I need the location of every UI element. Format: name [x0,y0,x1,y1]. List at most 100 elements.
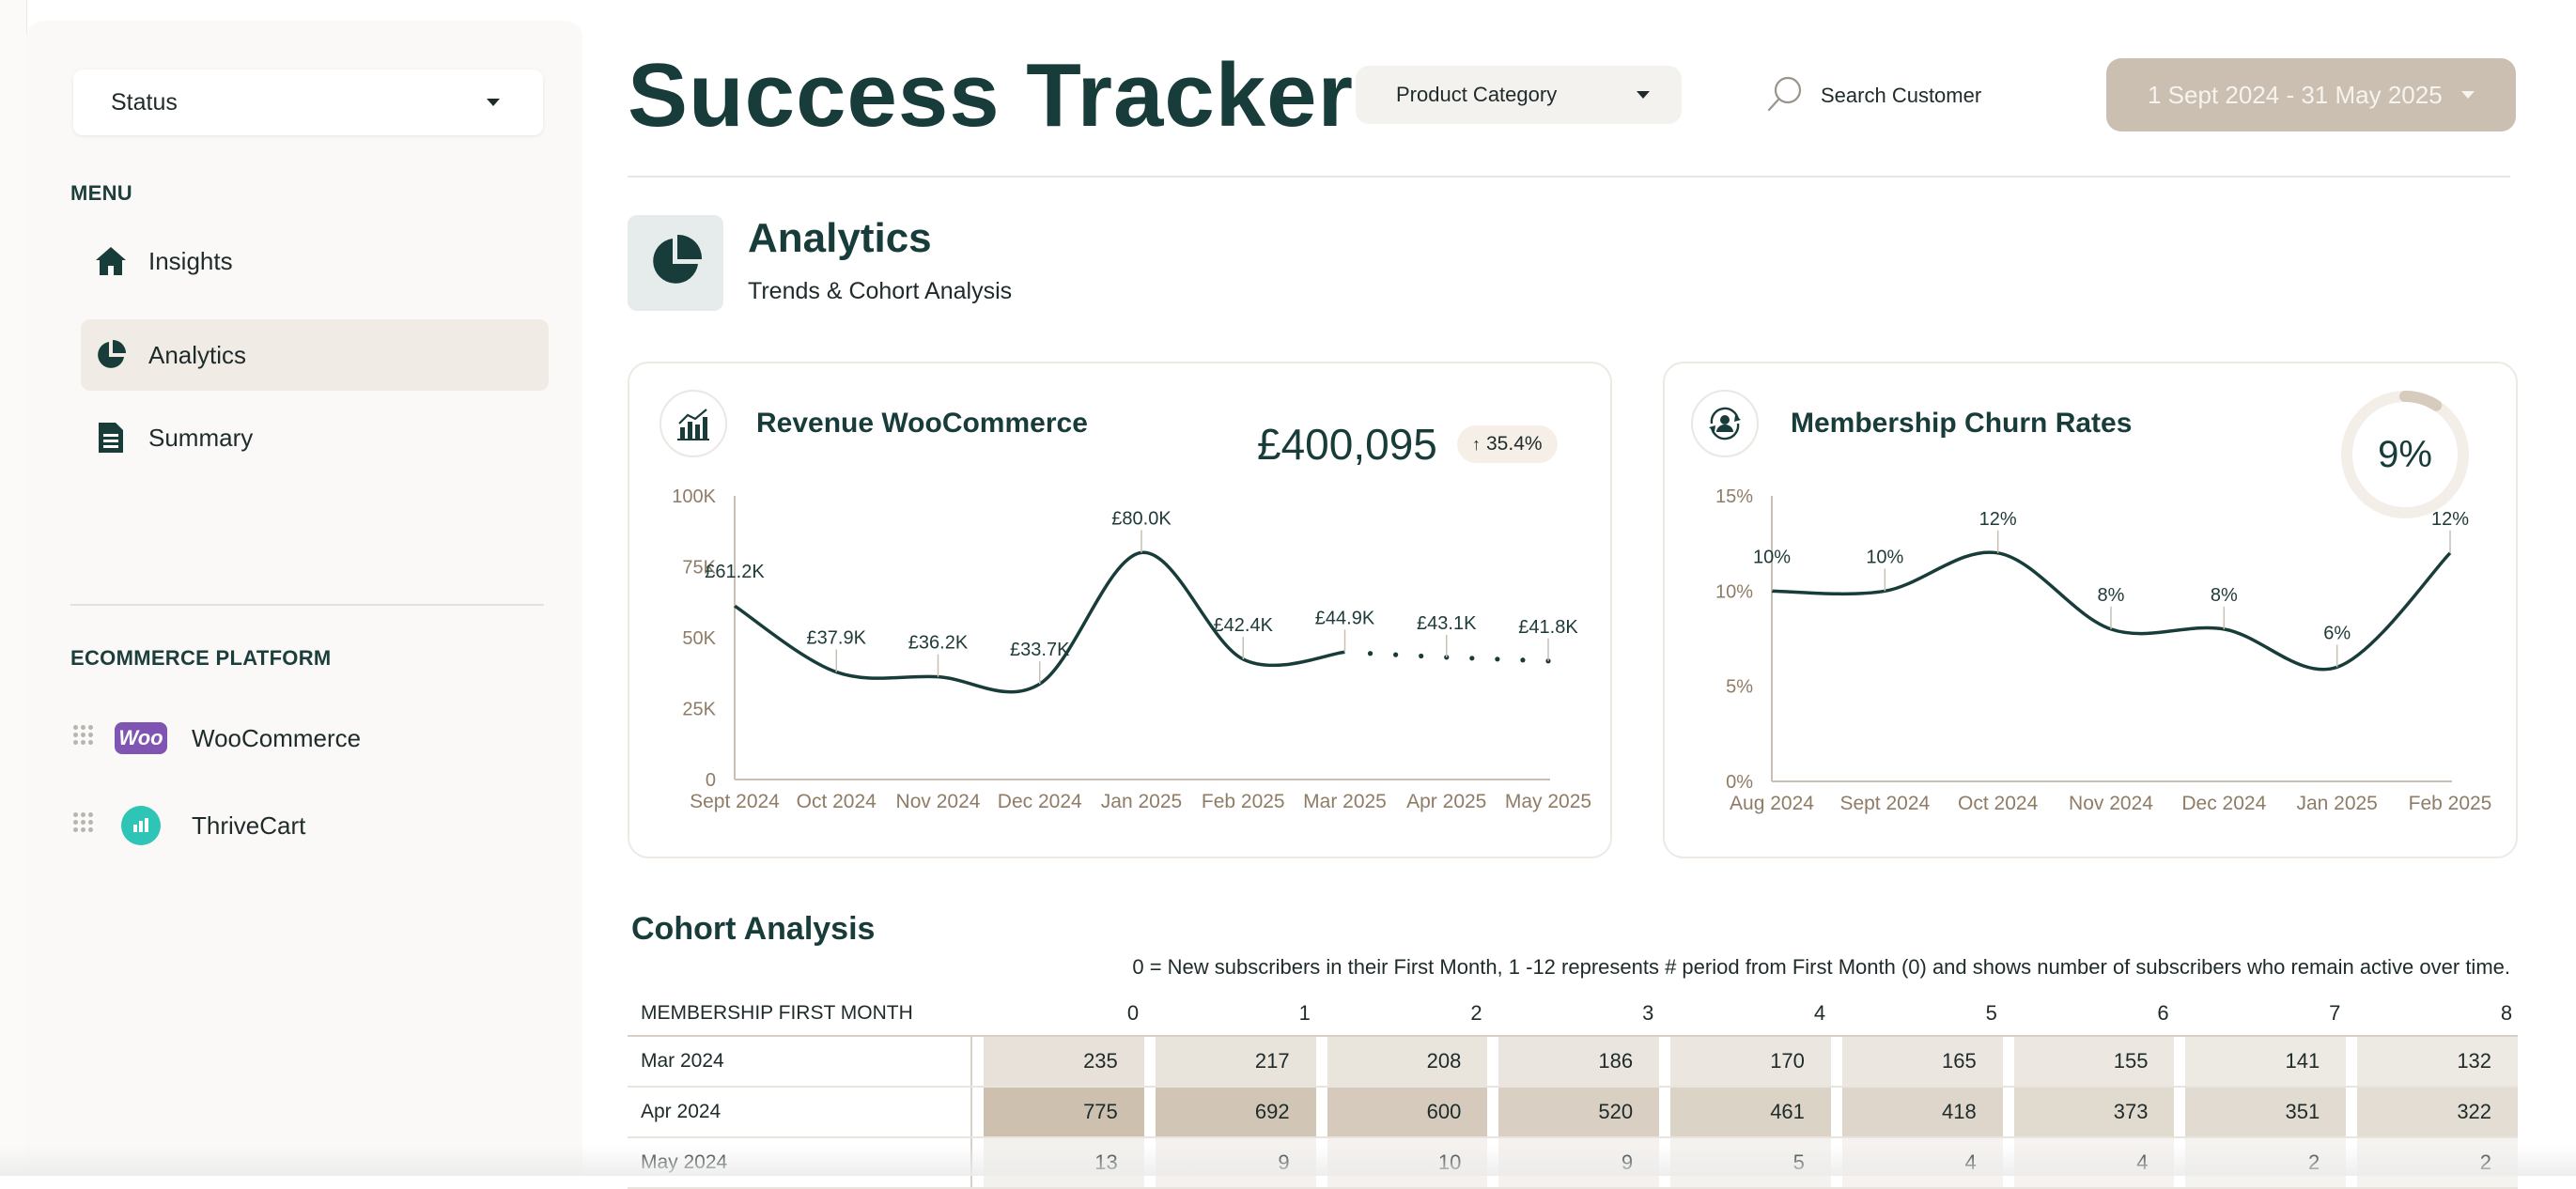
cohort-cell: 170 [1670,1037,1831,1086]
product-category-select[interactable]: Product Category [1356,66,1682,124]
cohort-first-col-header: MEMBERSHIP FIRST MONTH [641,1002,913,1024]
cohort-cell: 217 [1155,1037,1316,1086]
y-tick-label: 10% [1715,581,1753,602]
cohort-cell: 9 [1498,1138,1660,1187]
platform-list: Woo WooCommerce ThriveCart [73,710,361,854]
cohort-cell: 165 [1841,1037,2003,1086]
user-churn-icon [1691,390,1759,457]
x-tick-label: Sept 2024 [1839,793,1930,814]
cohort-cell: 692 [1155,1088,1316,1136]
data-label: 8% [2098,585,2125,606]
cohort-month: May 2024 [628,1138,972,1187]
platform-item-thrivecart[interactable]: ThriveCart [73,797,361,854]
cohort-col-header: 7 [2329,1001,2341,1025]
cohort-cell: 186 [1498,1037,1660,1086]
churn-gauge-label: 9% [2378,433,2432,475]
projected-dot [1444,655,1450,660]
data-label: £42.4K [1214,615,1274,636]
section-subtitle: Trends & Cohort Analysis [748,278,1013,304]
x-tick-label: Oct 2024 [797,791,877,812]
cohort-cell: 600 [1327,1088,1488,1136]
y-tick-label: 75K [682,558,716,579]
data-label: £44.9K [1315,608,1375,628]
projected-dot [1469,656,1475,661]
chevron-down-icon [1637,91,1650,99]
cohort-cell: 520 [1498,1088,1660,1136]
pie-chart-icon [94,338,128,372]
platform-item-woocommerce[interactable]: Woo WooCommerce [73,710,361,766]
cohort-col-header: 3 [1642,1001,1654,1025]
revenue-change-value: 35.4% [1486,433,1543,455]
sidebar-item-summary[interactable]: Summary [81,402,549,473]
table-row: Mar 2024 235 217 208 186 170 165 155 141 132 [628,1037,2519,1088]
cohort-cell: 351 [2185,1088,2347,1136]
x-tick-label: Nov 2024 [896,791,981,812]
x-tick-label: Jan 2025 [2296,793,2377,814]
section-title: Analytics [748,215,932,261]
data-label: 12% [2431,509,2469,530]
window-edge [0,0,27,1176]
y-tick-label: 0% [1726,772,1753,793]
arrow-up-icon: ↑ [1472,434,1481,454]
cohort-cell: 10 [1327,1138,1488,1187]
drag-handle-icon[interactable] [73,812,93,839]
projected-dot [1367,651,1373,656]
search-icon [1764,73,1806,119]
search-customer-label: Search Customer [1821,84,1982,107]
cohort-col-header: 2 [1470,1001,1482,1025]
status-select[interactable]: Status [73,69,543,135]
cohort-cell: 132 [2357,1037,2519,1086]
x-tick-label: Sept 2024 [690,791,780,812]
churn-gauge [2341,391,2469,518]
data-label: 6% [2323,623,2351,643]
status-select-label: Status [111,88,178,116]
data-label: £61.2K [705,562,765,582]
data-label: 12% [1979,509,2017,530]
y-tick-label: 0 [706,770,716,791]
revenue-line-chart: 0 25K 50K 75K 100K Sept 2024 Oct 2024 Nov 2024 D… [672,486,1591,812]
search-customer[interactable]: Search Customer [1764,73,1981,118]
sidebar [26,21,582,1176]
cohort-cell: 5 [1670,1138,1831,1187]
cohort-cell: 9 [1155,1138,1316,1187]
cohort-col-header: 4 [1813,1001,1826,1025]
cohort-cell: 373 [2013,1088,2175,1136]
y-tick-label: 50K [682,628,716,649]
cohort-note: 0 = New subscribers in their First Month… [1132,955,2510,979]
data-label: £33.7K [1010,640,1070,660]
chevron-down-icon [2461,91,2475,99]
projected-dot [1495,656,1500,662]
y-tick-label: 100K [672,486,716,507]
drag-handle-icon[interactable] [73,725,93,751]
data-label: 10% [1866,547,1903,567]
chevron-down-icon [487,99,500,106]
sidebar-item-analytics[interactable]: Analytics [81,319,549,391]
product-category-label: Product Category [1396,83,1558,106]
cohort-cell: 4 [2013,1138,2175,1187]
thrivecart-logo [121,806,161,845]
platform-label: ThriveCart [192,811,306,840]
x-tick-label: Aug 2024 [1730,793,1814,814]
x-tick-label: Feb 2025 [1202,791,1285,812]
platform-heading: ECOMMERCE PLATFORM [70,646,332,670]
cohort-table-header: MEMBERSHIP FIRST MONTH 0 1 2 3 4 5 6 7 8 [628,992,2518,1037]
analytics-icon-tile [628,215,723,311]
revenue-card [628,362,1612,858]
x-tick-label: Apr 2025 [1406,791,1486,812]
sidebar-item-insights[interactable]: Insights [81,225,549,297]
page-title: Success Tracker [628,45,1354,146]
revenue-total: £400,095 [1257,420,1437,469]
cohort-title: Cohort Analysis [631,911,876,947]
home-icon [94,244,128,278]
cohort-month: Mar 2024 [628,1037,972,1086]
date-range-select[interactable]: 1 Sept 2024 - 31 May 2025 [2106,58,2516,131]
churn-card [1663,362,2518,858]
projected-dot [1419,653,1424,659]
cohort-cell: 461 [1670,1088,1831,1136]
projected-dot [1393,652,1399,657]
date-range-label: 1 Sept 2024 - 31 May 2025 [2148,80,2443,109]
x-tick-label: Feb 2025 [2409,793,2492,814]
data-label: £36.2K [908,633,969,654]
x-tick-label: Jan 2025 [1101,791,1182,812]
